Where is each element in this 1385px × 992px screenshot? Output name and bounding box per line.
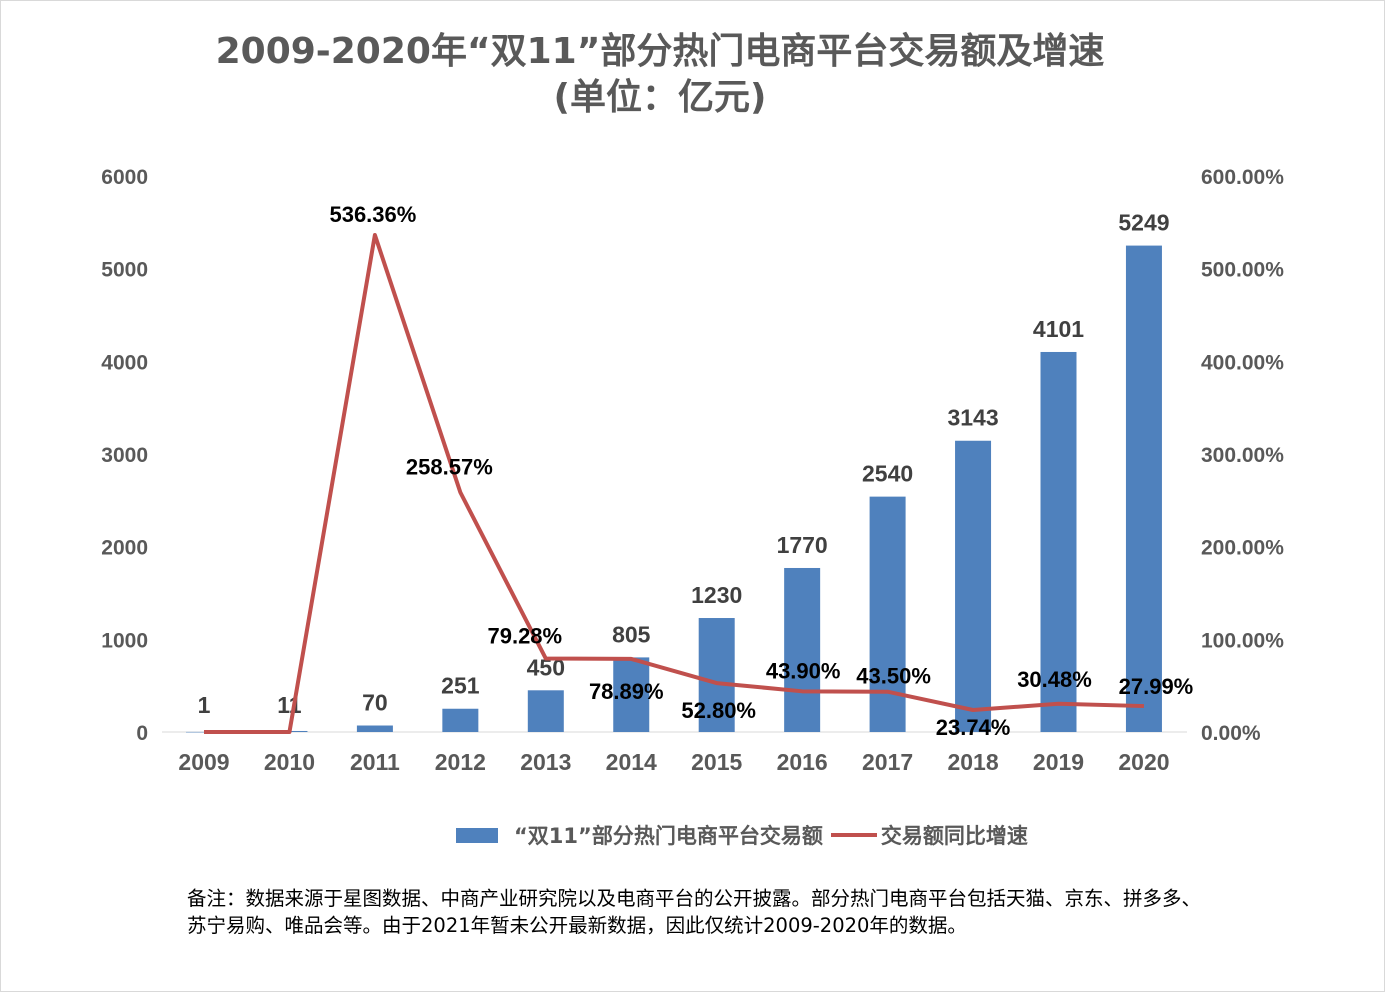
bar xyxy=(527,690,564,732)
y-left-tick-label: 2000 xyxy=(101,537,148,560)
bar xyxy=(356,725,393,732)
line-data-label: 27.99% xyxy=(1119,674,1194,699)
x-tick-label: 2014 xyxy=(606,749,657,775)
y-left-tick-label: 6000 xyxy=(101,166,148,189)
line-data-label: 23.74% xyxy=(936,715,1011,740)
y-right-tick-label: 500.00% xyxy=(1201,259,1284,282)
line-data-label: 258.57% xyxy=(406,454,493,479)
bar-data-label: 251 xyxy=(441,673,480,699)
x-tick-label: 2018 xyxy=(947,749,998,775)
y-left-tick-label: 0 xyxy=(136,722,148,745)
line-data-label: 78.89% xyxy=(589,679,664,704)
bar xyxy=(698,618,735,732)
legend-line-swatch xyxy=(830,833,877,837)
y-right-tick-label: 300.00% xyxy=(1201,444,1284,467)
bar xyxy=(1125,245,1162,733)
bar xyxy=(1040,351,1077,732)
bar-data-label: 3143 xyxy=(947,405,998,431)
bar xyxy=(869,496,906,732)
legend: “双11”部分热门电商平台交易额 交易额同比增速 xyxy=(456,820,1028,850)
bar xyxy=(784,567,821,732)
y-left-tick-label: 4000 xyxy=(101,351,148,374)
legend-line-label: 交易额同比增速 xyxy=(880,824,1028,848)
bar xyxy=(613,657,650,732)
y-right-tick-label: 0.00% xyxy=(1201,722,1261,745)
x-tick-label: 2011 xyxy=(350,749,400,775)
y-left-tick-label: 5000 xyxy=(101,259,148,282)
footnote: 备注：数据来源于星图数据、中商产业研究院以及电商平台的公开披露。部分热门电商平台… xyxy=(187,887,1202,937)
line-data-label: 79.28% xyxy=(487,624,562,649)
legend-bar-swatch xyxy=(456,827,498,843)
bar xyxy=(955,440,992,732)
y-right-tick-label: 100.00% xyxy=(1201,629,1284,652)
x-tick-label: 2019 xyxy=(1033,749,1084,775)
line-data-label: 536.36% xyxy=(329,202,416,227)
x-tick-label: 2020 xyxy=(1118,749,1169,775)
x-tick-label: 2016 xyxy=(777,749,828,775)
legend-bar-label: “双11”部分热门电商平台交易额 xyxy=(514,824,823,848)
y-right-tick-label: 400.00% xyxy=(1201,351,1284,374)
bar-data-label: 2540 xyxy=(862,461,913,487)
bar-data-label: 805 xyxy=(612,621,651,647)
x-tick-label: 2015 xyxy=(691,749,742,775)
bar-data-label: 4101 xyxy=(1033,316,1084,342)
bar-data-label: 5249 xyxy=(1118,210,1169,236)
bar-data-label: 1230 xyxy=(691,582,742,608)
chart-plot: 0 1000 2000 3000 4000 5000 6000 0.00% 100.00% 200… xyxy=(101,166,1284,775)
x-tick-label: 2013 xyxy=(520,749,571,775)
y-right-tick-label: 200.00% xyxy=(1201,537,1284,560)
y-left-tick-label: 3000 xyxy=(101,444,148,467)
line-data-label: 43.90% xyxy=(766,658,841,683)
y-left-tick-label: 1000 xyxy=(101,629,148,652)
bar-data-label: 1770 xyxy=(777,532,828,558)
y-right-tick-label: 600.00% xyxy=(1201,166,1284,189)
line-data-label: 30.48% xyxy=(1017,667,1092,692)
line-data-label: 52.80% xyxy=(681,698,756,723)
x-tick-label: 2017 xyxy=(862,749,913,775)
chart-title: 2009-2020年“双11”部分热门电商平台交易额及增速 xyxy=(215,31,1105,72)
bar xyxy=(442,708,479,732)
x-tick-label: 2009 xyxy=(178,749,229,775)
bar-data-label: 11 xyxy=(277,692,302,718)
growth-line xyxy=(204,232,1145,734)
chart-subtitle: (单位：亿元) xyxy=(553,77,767,118)
x-tick-label: 2012 xyxy=(435,749,486,775)
x-tick-label: 2010 xyxy=(264,749,315,775)
bar-data-label: 70 xyxy=(362,690,388,716)
line-data-label: 43.50% xyxy=(856,664,931,689)
bar-data-label: 1 xyxy=(198,692,211,718)
